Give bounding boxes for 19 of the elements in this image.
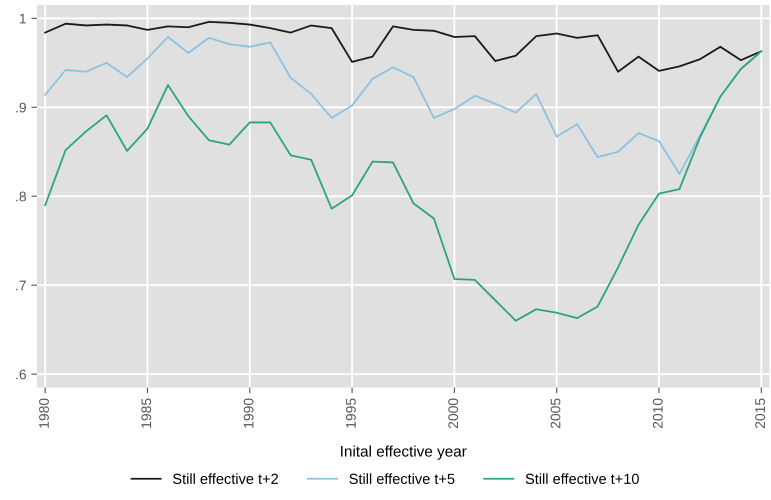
x-tick-label: 1995 xyxy=(346,398,356,428)
y-tick-label: .9 xyxy=(16,102,26,112)
y-tick-label: .7 xyxy=(16,280,26,290)
x-tick-label: 1990 xyxy=(244,398,254,428)
y-tick-label: .8 xyxy=(16,192,26,202)
x-tick-label: 2010 xyxy=(652,398,663,428)
legend-label: Still effective t+5 xyxy=(349,473,454,484)
y-tick-label: .6 xyxy=(16,369,26,380)
x-tick-label: 2005 xyxy=(550,398,560,428)
x-tick-label: 1980 xyxy=(39,398,49,428)
x-tick-label: 2015 xyxy=(755,398,766,428)
line-series xyxy=(44,20,762,73)
x-axis-title: Inital effective year xyxy=(341,445,467,460)
legend-label: Still effective t+10 xyxy=(526,473,639,484)
line-series xyxy=(44,50,762,322)
legend-label: Still effective t+2 xyxy=(173,473,278,484)
x-tick-label: 1985 xyxy=(141,398,152,428)
y-tick-label: 1 xyxy=(20,14,26,24)
x-tick-label: 2000 xyxy=(448,398,458,428)
